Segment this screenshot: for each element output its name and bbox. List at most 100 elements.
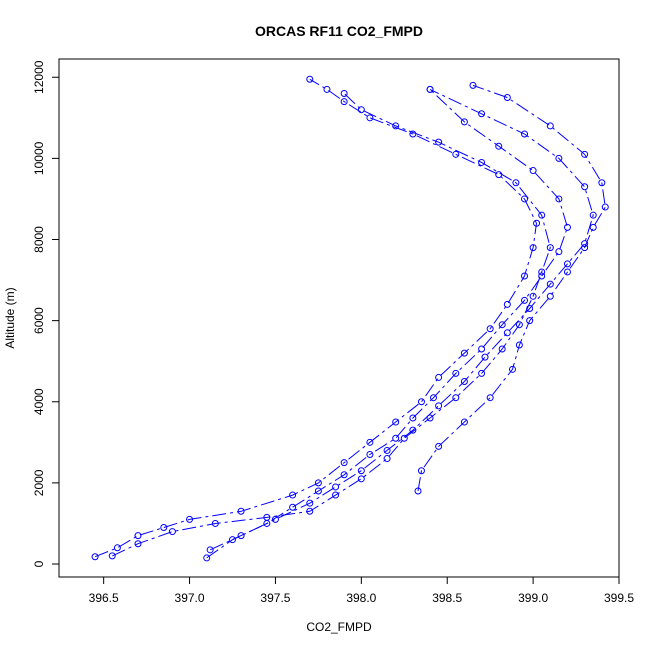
data-point: [503, 329, 511, 337]
x-tick-label: 397.5: [260, 591, 290, 605]
data-point: [186, 515, 194, 523]
data-point: [228, 536, 236, 544]
data-point: [521, 296, 529, 304]
data-point: [589, 223, 597, 231]
data-point: [400, 434, 408, 442]
y-tick-label: 12000: [32, 60, 46, 94]
series-line: [206, 89, 569, 559]
data-point: [495, 142, 503, 150]
y-tick-label: 0: [32, 560, 46, 567]
data-point: [168, 528, 176, 536]
data-point: [526, 317, 534, 325]
x-tick-label: 398.5: [432, 591, 462, 605]
data-point: [538, 272, 546, 280]
data-point: [357, 475, 365, 483]
data-point: [383, 455, 391, 463]
data-series: [91, 75, 609, 562]
data-point: [452, 369, 460, 377]
data-point: [495, 171, 503, 179]
data-point: [392, 418, 400, 426]
data-point: [460, 418, 468, 426]
data-point: [271, 515, 279, 523]
data-point: [469, 81, 477, 89]
data-point: [581, 150, 589, 158]
data-point: [555, 195, 563, 203]
data-point: [435, 442, 443, 450]
data-point: [263, 519, 271, 527]
data-point: [435, 402, 443, 410]
data-point: [91, 553, 99, 561]
data-point: [478, 110, 486, 118]
data-point: [529, 167, 537, 175]
data-point: [306, 75, 314, 83]
data-point: [289, 491, 297, 499]
series-profile-5: [414, 81, 609, 495]
data-point: [478, 369, 486, 377]
data-point: [546, 292, 554, 300]
data-point: [515, 341, 523, 349]
data-point: [538, 268, 546, 276]
data-point: [392, 122, 400, 130]
series-profile-3: [203, 85, 571, 562]
data-point: [314, 479, 322, 487]
data-point: [323, 85, 331, 93]
y-tick-label: 10000: [32, 141, 46, 175]
data-point: [366, 450, 374, 458]
data-point: [452, 394, 460, 402]
series-profile-1: [91, 75, 541, 561]
data-point: [521, 195, 529, 203]
chart-title: ORCAS RF11 CO2_FMPD: [255, 23, 423, 39]
x-tick-label: 398.0: [346, 591, 376, 605]
data-point: [429, 394, 437, 402]
data-point: [538, 211, 546, 219]
data-point: [521, 272, 529, 280]
data-point: [563, 223, 571, 231]
data-point: [332, 491, 340, 499]
data-point: [357, 467, 365, 475]
data-point: [460, 349, 468, 357]
data-point: [237, 532, 245, 540]
plot-frame: [58, 58, 620, 578]
data-point: [409, 414, 417, 422]
data-point: [340, 471, 348, 479]
series-line: [112, 93, 551, 557]
data-point: [211, 519, 219, 527]
data-point: [340, 89, 348, 97]
data-point: [508, 365, 516, 373]
data-point: [160, 524, 168, 532]
data-point: [237, 507, 245, 515]
data-point: [414, 487, 422, 495]
data-point: [460, 377, 468, 385]
data-point: [555, 154, 563, 162]
data-point: [314, 487, 322, 495]
data-point: [503, 300, 511, 308]
y-tick-label: 2000: [32, 469, 46, 496]
series-line: [94, 78, 538, 558]
data-point: [366, 114, 374, 122]
y-axis-label: Altitude (m): [3, 287, 17, 348]
data-point: [481, 353, 489, 361]
data-point: [555, 248, 563, 256]
data-point: [113, 544, 121, 552]
data-point: [435, 138, 443, 146]
series-profile-4: [206, 85, 597, 554]
data-point: [515, 321, 523, 329]
data-point: [134, 532, 142, 540]
series-profile-2: [108, 89, 554, 560]
series-line: [209, 88, 594, 551]
data-point: [340, 459, 348, 467]
data-point: [581, 183, 589, 191]
data-point: [486, 325, 494, 333]
y-axis: 0 2000 4000 6000 8000 10000 12000: [32, 60, 60, 567]
data-point: [306, 507, 314, 515]
data-point: [108, 552, 116, 560]
data-point: [383, 446, 391, 454]
data-point: [581, 244, 589, 252]
data-point: [529, 244, 537, 252]
x-tick-label: 397.0: [175, 591, 205, 605]
data-point: [203, 554, 211, 562]
data-point: [529, 292, 537, 300]
series-line: [417, 84, 606, 492]
data-point: [546, 280, 554, 288]
